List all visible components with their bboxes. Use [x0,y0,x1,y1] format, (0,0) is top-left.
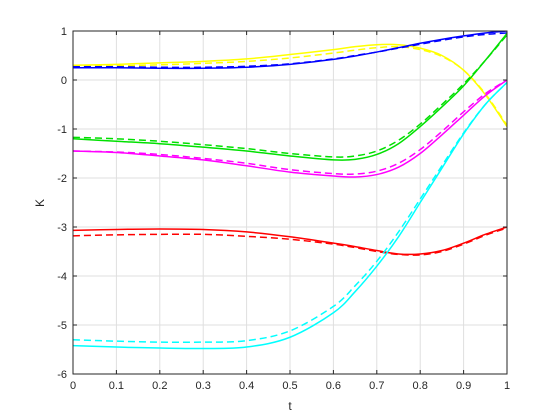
series-line-11-solid [73,81,507,350]
y-tick-label: 0 [61,75,67,87]
series-group [73,31,507,350]
y-tick-label: 1 [61,26,67,38]
series-line-7-solid [73,79,507,178]
y-axis-label: K [33,199,47,207]
x-tick-label: 0.8 [413,380,428,392]
x-tick-label: 0.6 [326,380,341,392]
y-tick-label: -5 [57,320,67,332]
x-tick-label: 0.4 [239,380,254,392]
x-tick-label: 0.5 [282,380,297,392]
series-line-9-solid [73,226,507,256]
x-tick-label: 0.2 [152,380,167,392]
y-tick-label: -2 [57,173,67,185]
x-tick-label: 0.3 [196,380,211,392]
tick-labels: 0 0.1 0.2 0.3 0.4 0.5 0.6 0.7 0.8 0.9 1 -6 -5 -4 -3 -2 -… [57,26,510,392]
series-line-3-solid [73,31,507,70]
x-axis-label: t [288,399,292,413]
y-tick-label: -4 [57,271,67,283]
series-line-12-dashed [73,81,507,344]
x-tick-label: 0.1 [109,380,124,392]
series-line-4-dashed [73,32,507,69]
tick-marks [72,30,508,375]
series-line-6-dashed [73,34,507,158]
series-line-10-dashed [73,227,507,256]
series-line-2-dashed [73,45,507,126]
x-tick-label: 0 [70,380,76,392]
series-line-5-solid [73,32,507,161]
x-tick-label: 1 [504,380,510,392]
y-tick-label: -1 [57,124,67,136]
y-tick-label: -6 [57,369,67,381]
x-tick-label: 0.7 [369,380,384,392]
series-line-8-dashed [73,79,507,176]
y-tick-label: -3 [57,222,67,234]
x-tick-label: 0.9 [456,380,471,392]
